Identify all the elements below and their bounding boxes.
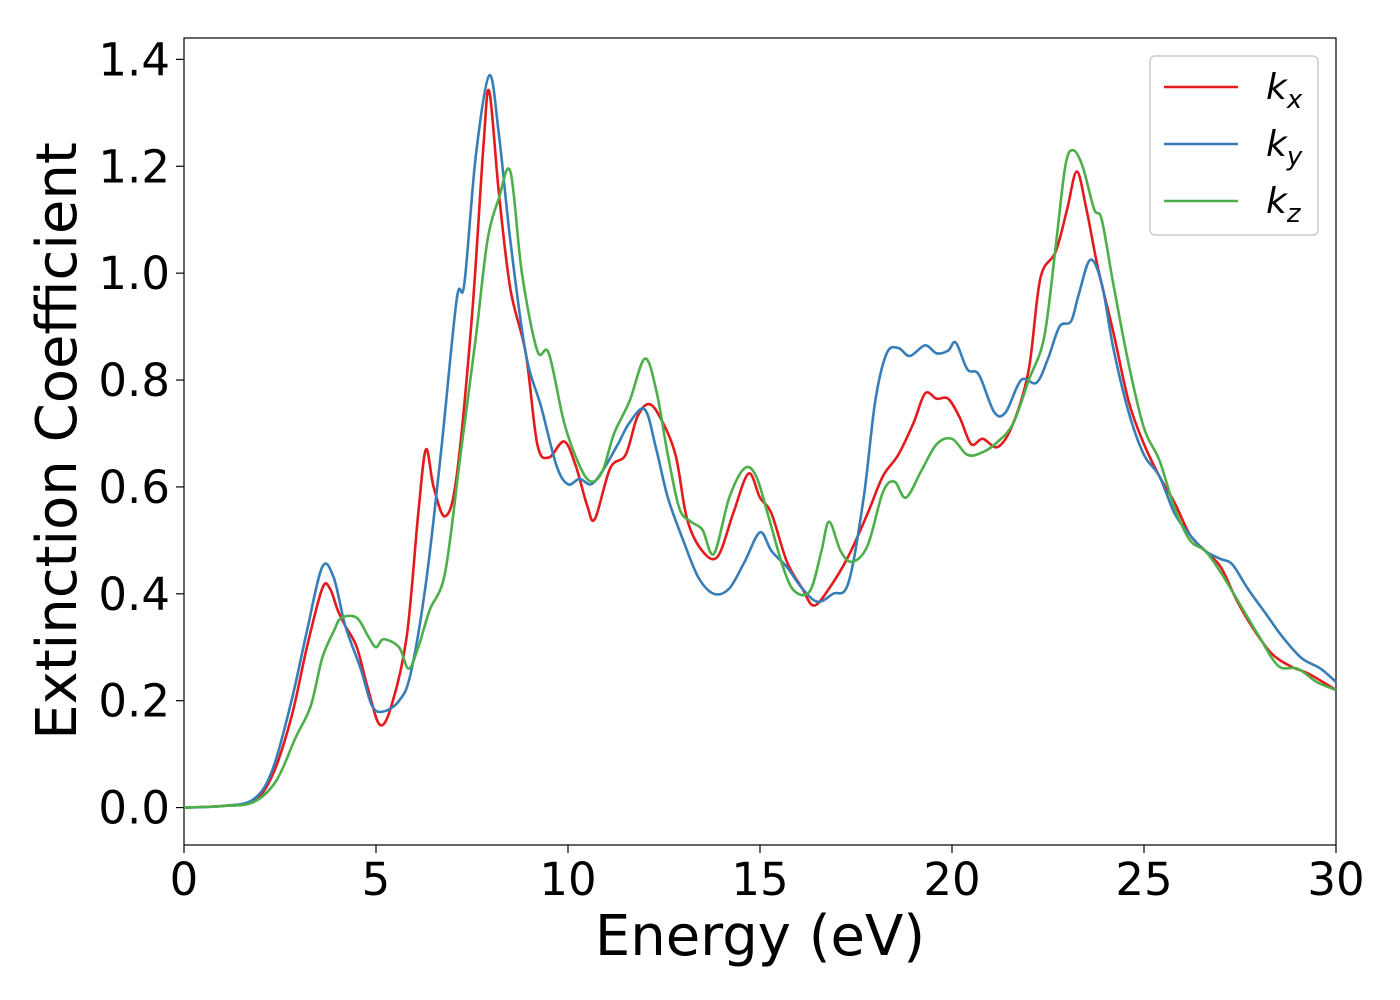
x-axis-ticks: 0 5 10 15 20 25 30 [170,845,1365,906]
x-axis-label: Energy (eV) [595,904,925,969]
y-tick-label: 0.6 [98,461,170,514]
y-tick-label: 0.0 [98,782,170,835]
x-tick-label: 30 [1307,853,1364,906]
y-axis-label: Extinction Coefficient [25,142,90,740]
y-tick-label: 1.2 [98,140,170,193]
y-tick-label: 0.8 [98,354,170,407]
legend-label-kz: kz [1266,181,1302,229]
y-tick-label: 0.4 [98,568,170,621]
legend: kx ky kz [1149,55,1319,236]
x-tick-label: 5 [362,853,391,906]
series-line-ky [183,74,1337,809]
x-tick-label: 10 [539,853,596,906]
series-lines [183,74,1337,809]
y-tick-label: 1.4 [98,33,170,86]
x-tick-label: 25 [1115,853,1172,906]
x-tick-label: 0 [170,853,199,906]
x-tick-label: 15 [731,853,788,906]
legend-label-kx: kx [1266,67,1303,115]
x-tick-label: 20 [923,853,980,906]
y-tick-label: 1.0 [98,247,170,300]
y-tick-label: 0.2 [98,675,170,728]
y-axis-ticks: 0.0 0.2 0.4 0.6 0.8 1.0 1.2 1.4 [98,33,184,835]
series-line-kz [183,148,1337,809]
legend-label-ky: ky [1266,124,1303,172]
legend-box [1149,55,1319,236]
